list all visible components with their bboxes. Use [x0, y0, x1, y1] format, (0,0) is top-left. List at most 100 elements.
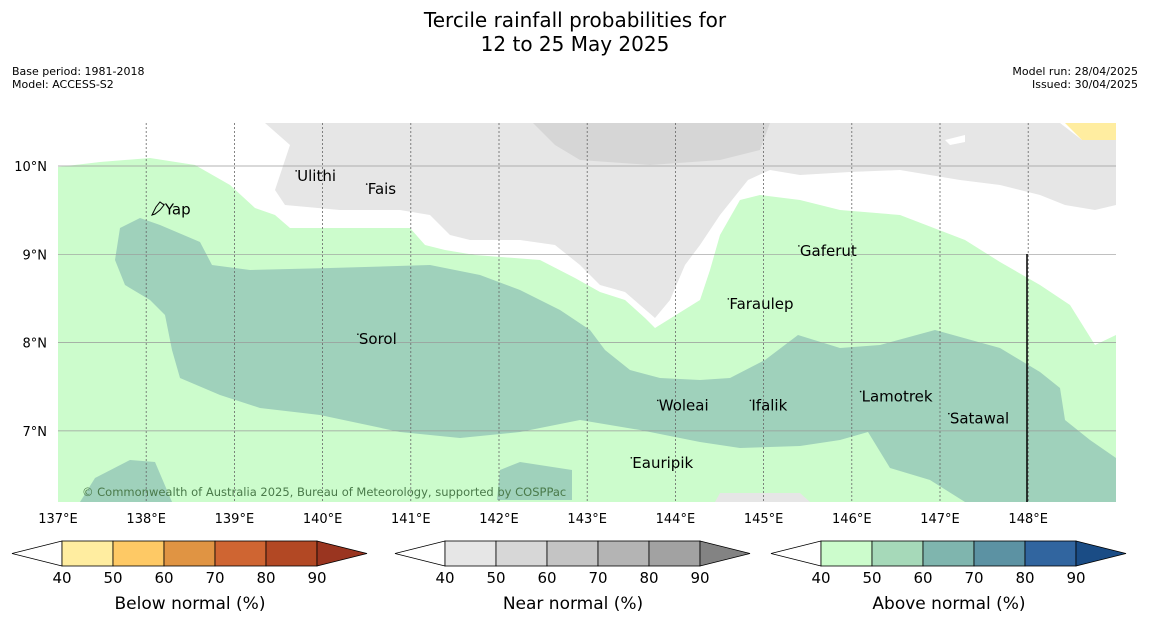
- place-marker: [859, 390, 862, 393]
- colorbar-segment: [648, 540, 701, 567]
- lon-tick-label: 144°E: [656, 512, 696, 527]
- colorbars: 40 50 60 70 80 90 40 50 60 70 80 90 40 50 60 70 80 90: [11, 540, 1127, 587]
- below-normal-40-50-region: [1065, 123, 1116, 140]
- colorbar-segment: [820, 540, 873, 567]
- colorbar-tick-label: 40: [52, 569, 71, 587]
- colorbar-tick-label: 60: [154, 569, 173, 587]
- model-run: Model run: 28/04/2025: [1012, 65, 1138, 78]
- lon-tick-label: 146°E: [832, 512, 872, 527]
- colorbar-segment: [444, 540, 497, 567]
- place-label: Woleai: [659, 396, 709, 414]
- place-label: Fais: [368, 180, 397, 198]
- near-normal-50-60-region: [533, 123, 770, 165]
- colorbar-tick-label: 70: [205, 569, 224, 587]
- colorbar-segment: [597, 540, 650, 567]
- colorbar-tick-label: 50: [103, 569, 122, 587]
- place-label: Satawal: [950, 410, 1009, 428]
- place-label: Gaferut: [800, 242, 857, 260]
- colorbar-tick-label: 50: [862, 569, 881, 587]
- colorbar-segment: [1024, 540, 1077, 567]
- above-normal-50-60-region-south-west: [80, 460, 172, 502]
- place-label: Faraulep: [729, 295, 793, 313]
- colorbar-high-extend: [699, 540, 751, 567]
- colorbar-tick-label: 40: [435, 569, 454, 587]
- place-marker: [163, 203, 165, 206]
- colorbar-segment: [922, 540, 975, 567]
- above-normal-label: Above normal (%): [872, 594, 1026, 614]
- colorbar-tick-label: 90: [1066, 569, 1085, 587]
- place-marker: [948, 412, 950, 415]
- colorbar: 40 50 60 70 80 90: [11, 540, 368, 587]
- place-marker: [798, 245, 800, 247]
- colorbar-tick-label: 80: [256, 569, 275, 587]
- colorbar-tick-label: 50: [486, 569, 505, 587]
- colorbar-tick-label: 90: [690, 569, 709, 587]
- colorbar-high-extend: [1075, 540, 1127, 567]
- below-normal-label: Below normal (%): [114, 594, 266, 614]
- near-normal-40-50-region-south: [715, 493, 810, 502]
- colorbar-segment: [112, 540, 165, 567]
- lat-tick-label: 7°N: [23, 425, 48, 440]
- colorbar-low-extend: [394, 540, 446, 567]
- place-labels: Ulithi Fais Yap Gaferut Faraulep Sorol Lamotre…: [163, 167, 1009, 472]
- lon-tick-label: 147°E: [920, 512, 960, 527]
- place-marker: [357, 333, 359, 335]
- lon-tick-label: 139°E: [215, 512, 255, 527]
- place-marker: [656, 399, 659, 402]
- no-signal-patch-north: [945, 135, 965, 145]
- place-label: Ifalik: [751, 396, 787, 414]
- place-label: Ulithi: [297, 167, 336, 185]
- base-period: Base period: 1981-2018: [12, 65, 145, 78]
- meta-left: Base period: 1981-2018 Model: ACCESS-S2: [12, 65, 144, 91]
- colorbar: 40 50 60 70 80 90: [394, 540, 751, 587]
- gridlines: [58, 123, 1116, 502]
- place-label: Yap: [164, 200, 191, 218]
- place-marker: [630, 457, 633, 459]
- place-marker: [365, 183, 368, 185]
- lat-tick-label: 9°N: [23, 248, 48, 263]
- lon-tick-label: 140°E: [303, 512, 343, 527]
- colorbar-tick-label: 70: [588, 569, 607, 587]
- place-marker: [295, 170, 297, 172]
- colorbar-segment: [265, 540, 318, 567]
- lon-tick-label: 145°E: [744, 512, 784, 527]
- lon-tick-label: 137°E: [38, 512, 78, 527]
- place-marker: [749, 399, 752, 402]
- colorbar-segment: [495, 540, 548, 567]
- axis-tick-labels: 137°E 138°E 139°E 140°E 141°E 142°E 143°E 144°E…: [14, 160, 1048, 527]
- colorbar-segment: [973, 540, 1026, 567]
- colorbar-tick-label: 70: [964, 569, 983, 587]
- colorbar-segment: [546, 540, 599, 567]
- chart-title: Tercile rainfall probabilities for 12 to…: [0, 8, 1150, 56]
- place-label: Lamotrek: [862, 388, 933, 406]
- colorbar-high-extend: [316, 540, 368, 567]
- colorbar-segment: [871, 540, 924, 567]
- colorbar-segment: [214, 540, 267, 567]
- map-area: Ulithi Fais Yap Gaferut Faraulep Sorol Lamotre…: [58, 123, 1116, 502]
- lon-tick-label: 143°E: [567, 512, 607, 527]
- lat-tick-label: 8°N: [23, 337, 48, 352]
- place-label: Eauripik: [632, 454, 693, 472]
- lon-tick-label: 138°E: [126, 512, 166, 527]
- meta-right: Model run: 28/04/2025 Issued: 30/04/2025: [1012, 65, 1138, 91]
- colorbar-tick-label: 60: [537, 569, 556, 587]
- colorbar-segment: [163, 540, 216, 567]
- colorbar-tick-label: 80: [639, 569, 658, 587]
- issued-date: Issued: 30/04/2025: [1031, 78, 1138, 91]
- copyright-text: © Commonwealth of Australia 2025, Bureau…: [82, 485, 566, 499]
- place-label: Sorol: [359, 330, 397, 348]
- lon-tick-label: 148°E: [1008, 512, 1048, 527]
- colorbar-tick-label: 40: [811, 569, 830, 587]
- colorbar-tick-label: 80: [1015, 569, 1034, 587]
- colorbar-low-extend: [11, 540, 63, 567]
- near-normal-label: Near normal (%): [502, 594, 644, 614]
- lon-tick-label: 142°E: [479, 512, 519, 527]
- above-normal-50-60-region-south: [497, 462, 572, 500]
- near-normal-40-50-region: [265, 123, 1116, 318]
- colorbar-low-extend: [770, 540, 822, 567]
- colorbar-tick-label: 90: [307, 569, 326, 587]
- title-line-2: 12 to 25 May 2025: [480, 32, 670, 56]
- colorbar: 40 50 60 70 80 90: [770, 540, 1127, 587]
- lat-tick-label: 10°N: [14, 160, 47, 175]
